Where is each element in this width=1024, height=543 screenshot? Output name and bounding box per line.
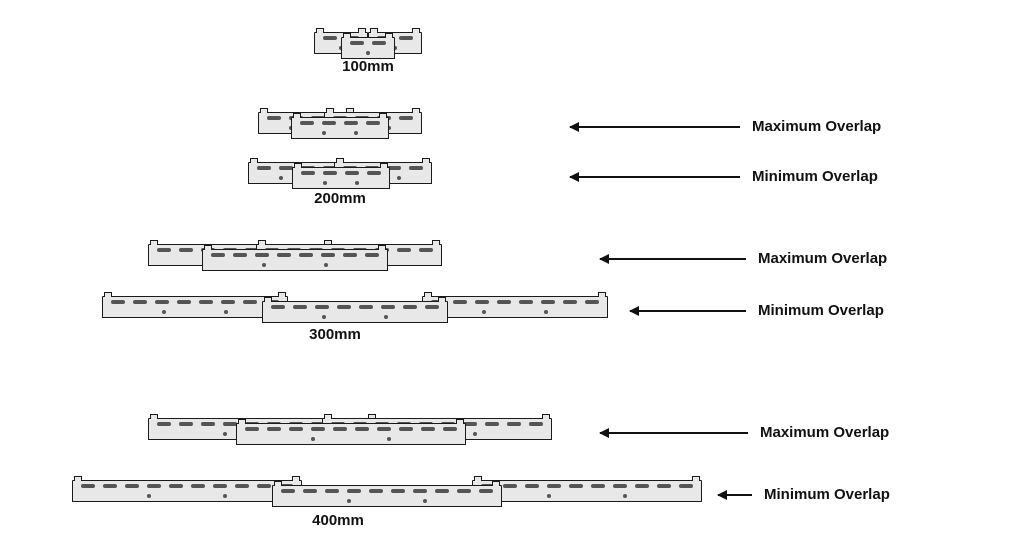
arrow-icon	[570, 126, 740, 127]
overlap-annotation: Maximum Overlap	[570, 118, 881, 135]
overlap-label: Minimum Overlap	[758, 302, 884, 319]
bracket-plate	[472, 476, 702, 502]
overlap-label: Maximum Overlap	[760, 424, 889, 441]
diagram-stage: 100mm Maximum Overlap Minimum Overlap 200mm…	[0, 0, 1024, 543]
overlap-annotation: Minimum Overlap	[570, 168, 878, 185]
bracket-plate	[236, 419, 466, 445]
arrow-icon	[630, 310, 746, 311]
arrow-icon	[600, 258, 746, 259]
overlap-annotation: Maximum Overlap	[600, 424, 889, 441]
overlap-label: Minimum Overlap	[752, 168, 878, 185]
bracket-row	[148, 240, 442, 266]
bracket-row	[102, 292, 608, 318]
bracket-plate	[202, 245, 388, 271]
size-label: 200mm	[314, 190, 366, 207]
arrow-icon	[570, 176, 740, 177]
size-label: 100mm	[342, 58, 394, 75]
bracket-plate	[72, 476, 302, 502]
overlap-label: Maximum Overlap	[752, 118, 881, 135]
bracket-row	[148, 414, 552, 440]
bracket-row	[258, 108, 422, 134]
bracket-plate	[341, 33, 395, 59]
size-label: 300mm	[309, 326, 361, 343]
bracket-row	[248, 158, 432, 184]
bracket-plate	[291, 113, 389, 139]
arrow-icon	[718, 494, 752, 495]
bracket-plate	[262, 297, 448, 323]
overlap-annotation: Minimum Overlap	[718, 486, 890, 503]
bracket-plate	[292, 163, 390, 189]
bracket-plate	[272, 481, 502, 507]
overlap-label: Minimum Overlap	[764, 486, 890, 503]
overlap-annotation: Minimum Overlap	[630, 302, 884, 319]
overlap-label: Maximum Overlap	[758, 250, 887, 267]
bracket-plate	[422, 292, 608, 318]
size-label: 400mm	[312, 512, 364, 529]
bracket-row	[72, 476, 702, 502]
bracket-plate	[102, 292, 288, 318]
bracket-row	[314, 28, 422, 54]
overlap-annotation: Maximum Overlap	[600, 250, 887, 267]
arrow-icon	[600, 432, 748, 433]
